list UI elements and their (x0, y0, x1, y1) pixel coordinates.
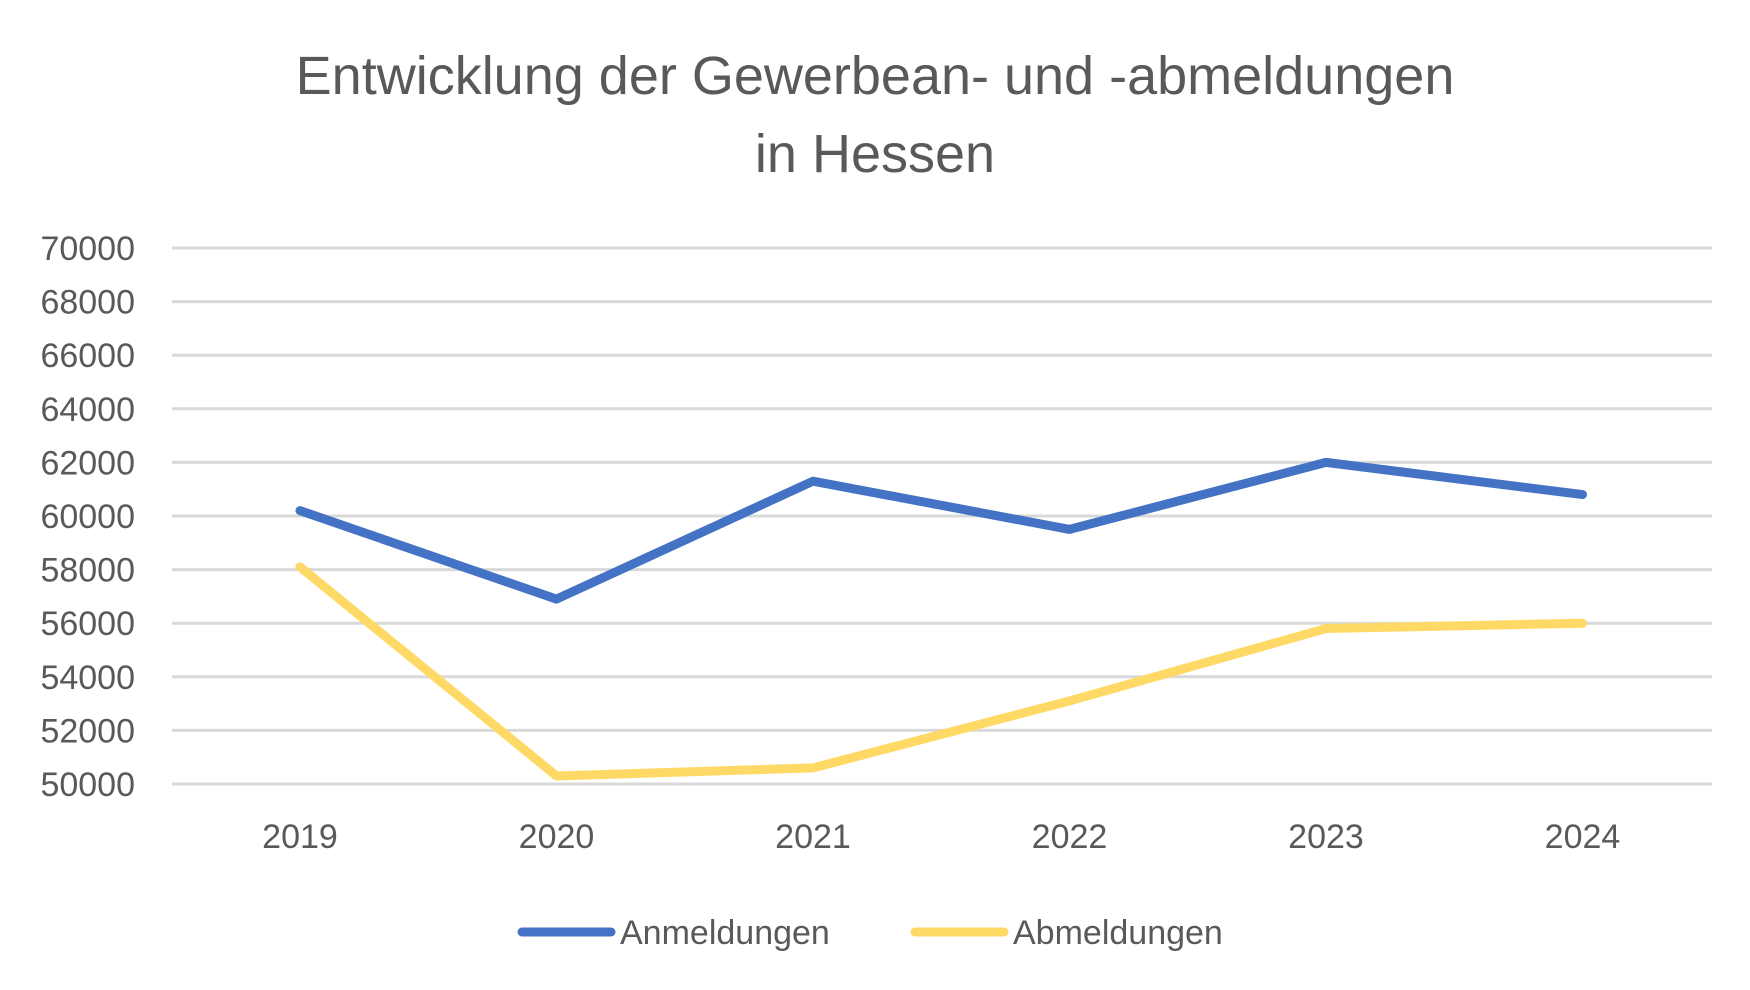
gridlines (172, 246, 1712, 786)
chart-title-line-2: in Hessen (755, 124, 995, 184)
chart-title-line-1: Entwicklung der Gewerbean- und -abmeldun… (296, 46, 1455, 106)
legend: Anmeldungen Abmeldungen (517, 914, 1223, 952)
legend-label: Abmeldungen (1013, 914, 1223, 952)
y-tick-label: 52000 (40, 712, 135, 750)
series-line-abmeldungen (295, 562, 1587, 781)
chart-title: Entwicklung der Gewerbean- und -abmeldun… (296, 46, 1455, 184)
x-tick-label: 2020 (519, 818, 595, 856)
series-lines (295, 457, 1587, 781)
x-tick-label: 2019 (262, 818, 338, 856)
y-axis-tick-labels: 70000 68000 66000 64000 62000 60000 58000 56000… (40, 230, 135, 804)
y-tick-label: 54000 (40, 659, 135, 697)
y-tick-label: 56000 (40, 605, 135, 643)
x-tick-label: 2022 (1032, 818, 1108, 856)
y-tick-label: 66000 (40, 337, 135, 375)
x-tick-label: 2023 (1288, 818, 1364, 856)
y-tick-label: 58000 (40, 552, 135, 590)
x-tick-label: 2024 (1545, 818, 1621, 856)
x-axis-tick-labels: 2019 2020 2021 2022 2023 2024 (262, 818, 1620, 856)
y-tick-label: 70000 (40, 230, 135, 268)
y-tick-label: 60000 (40, 498, 135, 536)
legend-label: Anmeldungen (620, 914, 830, 952)
y-tick-label: 68000 (40, 284, 135, 322)
x-tick-label: 2021 (775, 818, 851, 856)
y-tick-label: 62000 (40, 444, 135, 482)
y-tick-label: 64000 (40, 391, 135, 429)
series-line-anmeldungen (295, 457, 1587, 604)
y-tick-label: 50000 (40, 766, 135, 804)
